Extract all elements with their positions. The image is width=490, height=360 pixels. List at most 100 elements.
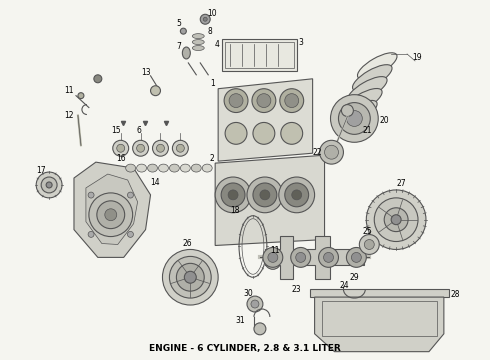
Ellipse shape [352,65,392,91]
Text: 2: 2 [210,154,215,163]
Ellipse shape [192,33,204,39]
Circle shape [285,94,299,108]
Circle shape [324,145,339,159]
Ellipse shape [137,164,147,172]
Circle shape [176,264,204,291]
Circle shape [253,183,277,207]
Text: 19: 19 [412,53,422,62]
Circle shape [41,177,57,193]
Circle shape [254,323,266,335]
Circle shape [170,256,211,298]
Polygon shape [218,79,313,161]
Text: 22: 22 [313,148,322,157]
Circle shape [88,231,94,237]
Circle shape [127,192,133,198]
Circle shape [331,95,378,142]
Ellipse shape [358,53,397,79]
Circle shape [251,300,259,308]
Text: 31: 31 [235,316,245,325]
Ellipse shape [182,47,190,59]
Text: 5: 5 [176,19,181,28]
Circle shape [78,93,84,99]
Circle shape [319,140,343,164]
Circle shape [200,14,210,24]
Ellipse shape [180,164,190,172]
Circle shape [172,140,188,156]
Circle shape [292,190,302,200]
Text: 4: 4 [215,40,220,49]
Text: 14: 14 [151,179,160,188]
Circle shape [150,86,161,96]
Bar [225,42,294,68]
Circle shape [184,271,196,283]
Circle shape [156,144,165,152]
Bar [222,39,297,71]
Circle shape [257,94,271,108]
Circle shape [367,190,426,249]
Text: 11: 11 [270,246,280,255]
Circle shape [374,198,418,242]
Circle shape [365,239,374,249]
Ellipse shape [347,77,387,103]
Text: 13: 13 [141,68,150,77]
Text: 29: 29 [349,273,359,282]
Text: 26: 26 [182,239,192,248]
Circle shape [281,122,303,144]
Text: 17: 17 [36,166,46,175]
Circle shape [176,144,184,152]
Circle shape [280,89,304,113]
Circle shape [221,183,245,207]
Text: 24: 24 [340,281,349,290]
Circle shape [133,140,148,156]
Ellipse shape [170,164,179,172]
Ellipse shape [158,164,169,172]
Circle shape [252,89,276,113]
Circle shape [94,75,102,83]
Polygon shape [215,155,324,246]
Circle shape [391,215,401,225]
Ellipse shape [192,46,204,50]
Circle shape [253,122,275,144]
Circle shape [268,252,278,262]
Circle shape [229,94,243,108]
Polygon shape [74,162,150,257]
Circle shape [359,235,379,255]
Circle shape [339,103,370,134]
Circle shape [180,28,186,34]
Circle shape [89,193,133,237]
Circle shape [137,144,145,152]
Circle shape [342,105,353,117]
Circle shape [127,231,133,237]
Circle shape [88,192,94,198]
Circle shape [225,122,247,144]
Circle shape [215,177,251,213]
Text: 20: 20 [379,116,389,125]
Bar [321,301,437,336]
Circle shape [285,183,309,207]
Text: 10: 10 [207,9,217,18]
Circle shape [351,252,361,262]
Circle shape [279,177,315,213]
Text: 8: 8 [208,27,213,36]
Text: 7: 7 [176,41,181,50]
Circle shape [346,111,362,126]
Bar [310,289,449,297]
Ellipse shape [202,164,212,172]
Polygon shape [265,235,365,279]
Circle shape [295,252,306,262]
Circle shape [318,247,339,267]
Circle shape [224,89,248,113]
Text: 27: 27 [396,180,406,189]
Circle shape [263,247,283,267]
Text: 21: 21 [363,126,372,135]
Circle shape [269,257,277,265]
Circle shape [117,144,124,152]
Ellipse shape [343,89,382,115]
Text: 23: 23 [292,285,301,294]
Circle shape [97,201,124,229]
Circle shape [228,190,238,200]
Text: 18: 18 [230,206,240,215]
Circle shape [247,177,283,213]
Circle shape [36,172,62,198]
Text: 11: 11 [64,86,74,95]
